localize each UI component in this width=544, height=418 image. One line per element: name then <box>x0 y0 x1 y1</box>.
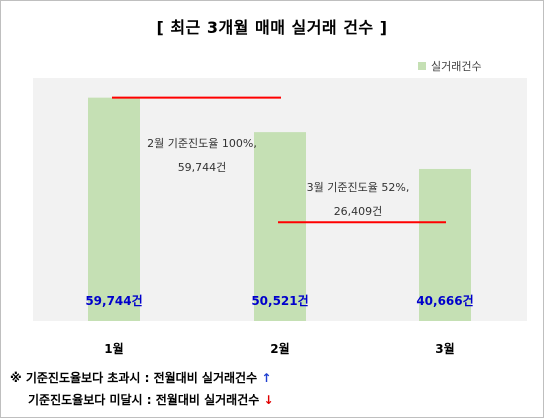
bar-2월 <box>254 132 306 321</box>
annotation-feb-line1: 2월 기준진도율 100%, <box>147 137 257 150</box>
x-tick-label-1월: 1월 <box>104 341 123 356</box>
legend-label: 실거래건수 <box>431 60 482 73</box>
legend: 실거래건수 <box>418 58 482 74</box>
x-tick-label-2월: 2월 <box>270 341 289 356</box>
note-exceed-text: ※ 기준진도율보다 초과시 : 전월대비 실거래건수 <box>10 371 258 385</box>
annotation-feb-line2: 59,744건 <box>178 161 227 174</box>
x-tick-label-3월: 3월 <box>435 341 454 356</box>
annotation-mar-line2: 26,409건 <box>334 205 383 218</box>
data-label-2월: 50,521건 <box>251 293 308 308</box>
annotation-mar-line1: 3월 기준진도율 52%, <box>307 181 410 194</box>
bar-1월 <box>88 97 140 321</box>
arrow-up-icon: ↑ <box>261 371 272 385</box>
note-below: 기준진도율보다 미달시 : 전월대비 실거래건수 ↓ <box>28 391 274 408</box>
arrow-down-icon: ↓ <box>263 393 274 407</box>
data-label-3월: 40,666건 <box>416 293 473 308</box>
legend-swatch <box>418 62 426 70</box>
bar-3월 <box>419 168 471 321</box>
note-exceed: ※ 기준진도율보다 초과시 : 전월대비 실거래건수 ↑ <box>10 369 271 386</box>
chart-title: [ 최근 3개월 매매 실거래 건수 ] <box>156 18 388 37</box>
data-label-1월: 59,744건 <box>85 293 142 308</box>
note-below-text: 기준진도율보다 미달시 : 전월대비 실거래건수 <box>28 393 260 407</box>
